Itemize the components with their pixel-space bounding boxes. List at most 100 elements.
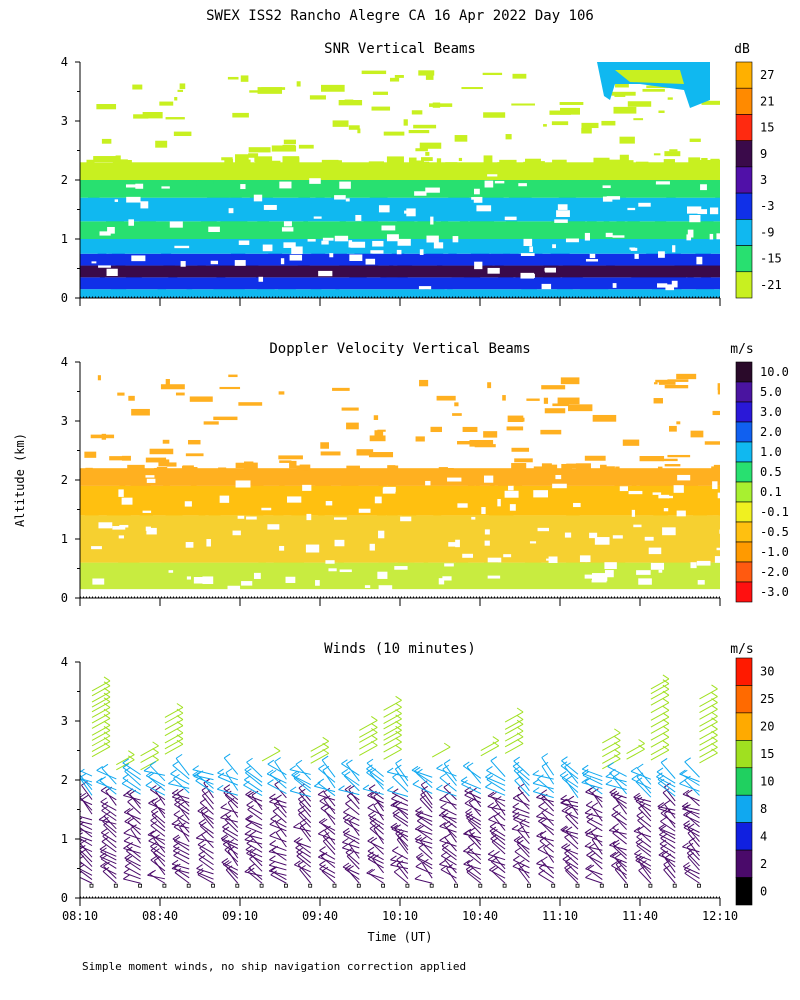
field-speckle: [627, 101, 652, 107]
wind-barb-feather: [683, 820, 690, 826]
field-speckle: [690, 430, 704, 438]
field-speckle: [542, 275, 561, 283]
data-gap: [386, 234, 399, 242]
wind-barb-feather: [439, 836, 446, 841]
field-speckle: [257, 484, 263, 490]
field-speckle: [717, 383, 720, 391]
wind-barb-feather: [612, 804, 620, 810]
field-speckle: [614, 197, 626, 206]
data-gap: [425, 480, 431, 486]
wind-barb: [346, 763, 360, 782]
field-speckle: [502, 395, 506, 401]
station-marker: [186, 883, 191, 888]
field-speckle: [191, 486, 204, 493]
wind-barb: [539, 840, 555, 853]
data-gap: [186, 576, 192, 580]
data-gap: [232, 530, 241, 536]
data-gap: [128, 219, 134, 226]
wind-barb: [171, 823, 190, 829]
wind-barb: [320, 808, 336, 820]
wind-profile: [362, 695, 402, 888]
wind-barb: [610, 794, 627, 804]
wind-barb: [504, 736, 524, 748]
wind-barb-feather: [637, 825, 644, 831]
field-speckle: [261, 87, 286, 90]
field-speckle: [437, 265, 443, 270]
field-speckle: [676, 373, 697, 380]
data-gap: [555, 474, 562, 480]
data-gap: [91, 261, 97, 264]
wind-barb: [343, 834, 360, 845]
wind-barb-feather: [614, 853, 622, 859]
field-speckle: [718, 514, 720, 524]
wind-barb: [463, 850, 481, 856]
field-speckle: [131, 408, 150, 416]
wind-barb-feather: [683, 862, 690, 867]
wind-barb-feather: [679, 779, 686, 785]
data-gap: [714, 556, 720, 563]
wind-barb-feather: [414, 824, 422, 830]
wind-barb: [464, 802, 482, 812]
field-speckle: [112, 159, 128, 167]
x-tick-label: 12:10: [702, 909, 738, 923]
field-speckle: [396, 220, 415, 225]
wind-barb: [419, 798, 433, 813]
wind-barb-feather: [538, 802, 545, 807]
wind-barb-feather: [559, 771, 567, 776]
wind-barb: [687, 856, 700, 871]
wind-barb: [635, 781, 652, 798]
data-gap: [246, 516, 257, 520]
data-gap: [281, 227, 294, 232]
field-speckle: [244, 461, 254, 470]
wind-barb: [421, 863, 433, 879]
wind-barb: [412, 783, 433, 794]
wind-barb-feather: [536, 831, 543, 837]
wind-barb: [103, 865, 117, 879]
wind-barb-feather: [395, 725, 402, 731]
y-axis-label: Altitude (km): [13, 433, 27, 527]
x-tick-label: 11:10: [542, 909, 578, 923]
wind-barb: [372, 858, 384, 874]
wind-barb: [91, 696, 111, 708]
wind-barb: [369, 817, 384, 830]
wind-barb: [367, 858, 384, 869]
wind-barb-feather: [686, 789, 693, 795]
colorbar-swatch: [735, 712, 753, 741]
y-tick-label: 3: [61, 114, 68, 128]
wind-barb-feather: [341, 768, 348, 774]
field-speckle: [373, 415, 379, 420]
field-speckle: [662, 458, 678, 462]
field-speckle: [110, 285, 120, 294]
wind-barb: [682, 846, 700, 853]
wind-barb-feather: [81, 794, 89, 800]
field-speckle: [476, 195, 493, 202]
wind-barb-feather: [493, 812, 501, 818]
wind-barb-feather: [201, 785, 209, 791]
field-speckle: [461, 180, 468, 186]
wind-barb-feather: [174, 795, 182, 801]
data-gap: [631, 509, 636, 517]
wind-barb: [366, 772, 384, 786]
field-speckle: [227, 76, 239, 80]
data-gap: [289, 254, 303, 261]
field-speckle: [658, 236, 665, 245]
data-gap: [591, 573, 607, 581]
data-gap: [537, 527, 549, 532]
wind-barb: [383, 699, 402, 711]
field-speckle: [168, 468, 175, 474]
data-gap: [302, 484, 312, 491]
wind-barb: [386, 771, 409, 778]
wind-barb-feather: [269, 831, 276, 837]
wind-barb-feather: [121, 779, 129, 784]
data-gap: [279, 181, 292, 189]
wind-barb: [217, 788, 238, 796]
field-speckle: [540, 429, 562, 435]
wind-profile: [511, 756, 531, 888]
wind-barb: [561, 847, 579, 855]
field-speckle: [235, 154, 249, 161]
field-speckle: [181, 466, 193, 474]
data-gap: [267, 524, 280, 530]
field-speckle: [368, 161, 384, 167]
wind-barb: [421, 790, 433, 805]
